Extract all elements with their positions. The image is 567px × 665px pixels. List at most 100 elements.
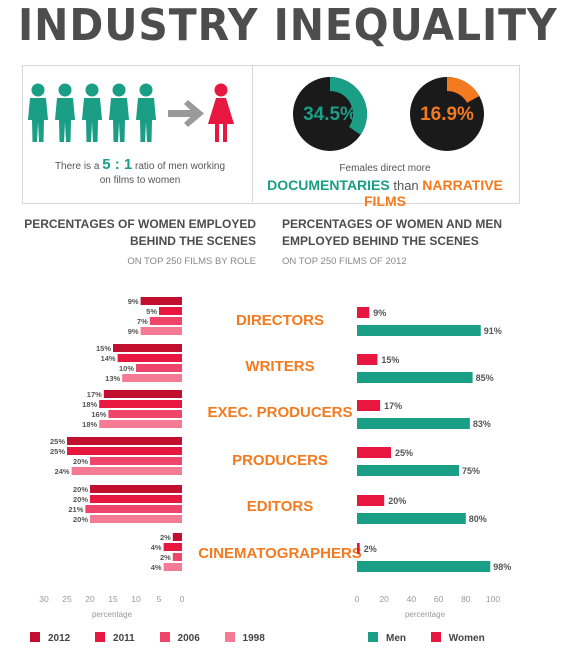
- left-subheader: ON TOP 250 FILMS BY ROLE: [127, 256, 256, 267]
- bar-2012: [113, 344, 182, 352]
- legend-swatch-women: [430, 632, 441, 642]
- x-tick-label: 20: [379, 594, 389, 604]
- bar-2006: [108, 410, 182, 418]
- bar-label: 15%: [96, 344, 111, 353]
- bar-label: 85%: [476, 373, 494, 383]
- bar-label: 9%: [128, 297, 139, 306]
- role-label: PRODUCERS: [232, 452, 328, 469]
- bar-label: 20%: [73, 515, 88, 524]
- bar-2012: [103, 390, 182, 398]
- man-icon: [109, 83, 129, 142]
- legend-swatch-1998: [224, 632, 235, 642]
- bar-women: [357, 354, 378, 365]
- bar-1998: [71, 467, 182, 475]
- x-tick-label: 0: [355, 594, 360, 604]
- x-tick-label: 80: [461, 594, 471, 604]
- bar-men: [357, 465, 459, 476]
- bar-men: [357, 325, 481, 336]
- bar-2006: [136, 364, 182, 372]
- x-tick-label: 15: [108, 594, 118, 604]
- bar-label: 18%: [82, 420, 97, 429]
- ratio-men-number: 5: [102, 156, 111, 173]
- left-header: PERCENTAGES OF WOMEN EMPLOYED BEHIND THE…: [24, 217, 256, 248]
- bar-men: [357, 372, 473, 383]
- legend-swatch-2012: [30, 632, 40, 642]
- bar-label: 2%: [160, 533, 171, 542]
- legend-label-2006: 2006: [177, 633, 200, 644]
- x-tick-label: 20: [85, 594, 95, 604]
- legend-label-1998: 1998: [242, 633, 265, 644]
- role-label: EXEC. PRODUCERS: [207, 404, 353, 421]
- page-title: INDUSTRY INEQUALITY: [18, 0, 558, 51]
- bar-women: [357, 447, 391, 458]
- bar-label: 4%: [151, 543, 162, 552]
- right-legend: Men Women: [368, 632, 507, 644]
- role-label: DIRECTORS: [235, 312, 325, 329]
- bar-2011: [163, 543, 182, 551]
- bar-2012: [172, 533, 182, 541]
- x-tick-label: 10: [131, 594, 141, 604]
- bar-label: 7%: [137, 317, 148, 326]
- bar-label: 9%: [128, 327, 139, 336]
- bar-1998: [140, 327, 182, 335]
- x-tick-label: 5: [157, 594, 162, 604]
- men-icons: [28, 83, 156, 142]
- bar-women: [357, 543, 360, 554]
- bar-label: 16%: [91, 410, 106, 419]
- summary-divider: [252, 65, 253, 202]
- bar-2011: [99, 400, 182, 408]
- bar-label: 9%: [373, 308, 386, 318]
- donut-charts: [293, 77, 484, 151]
- bar-2011: [90, 495, 182, 503]
- females-text: Females direct more: [339, 163, 431, 174]
- ratio-text: There is a 5 : 1 ratio of men working on…: [54, 156, 226, 186]
- bar-label: 2%: [160, 553, 171, 562]
- bar-label: 98%: [493, 562, 511, 572]
- bar-1998: [90, 515, 182, 523]
- legend-label-2011: 2011: [113, 633, 135, 644]
- bar-label: 18%: [82, 400, 97, 409]
- bar-label: 5%: [146, 307, 157, 316]
- man-icon: [55, 83, 75, 142]
- bar-label: 21%: [68, 505, 83, 514]
- legend-swatch-2006: [159, 632, 170, 642]
- bar-label: 15%: [381, 355, 399, 365]
- legend-label-women: Women: [448, 633, 485, 644]
- role-label: EDITORS: [246, 498, 314, 515]
- x-tick-label: 0: [180, 594, 185, 604]
- bar-1998: [99, 420, 182, 428]
- donut-arc-1: [446, 77, 480, 104]
- bar-2006: [149, 317, 182, 325]
- bar-label: 10%: [119, 364, 134, 373]
- bar-label: 91%: [484, 326, 502, 336]
- bar-1998: [122, 374, 182, 382]
- bar-label: 14%: [101, 354, 116, 363]
- donut-arc-0: [329, 77, 367, 135]
- bar-label: 24%: [55, 467, 70, 476]
- bar-label: 75%: [462, 466, 480, 476]
- bar-2006: [90, 457, 182, 465]
- right-header: PERCENTAGES OF WOMEN AND MEN EMPLOYED BE…: [282, 217, 503, 248]
- bar-label: 25%: [50, 437, 65, 446]
- role-label: WRITERS: [245, 358, 315, 375]
- bar-women: [357, 400, 381, 411]
- legend-label-2012: 2012: [48, 633, 71, 644]
- x-tick-label: 100: [486, 594, 500, 604]
- bar-label: 20%: [73, 485, 88, 494]
- x-axis-label: percentage: [405, 610, 446, 619]
- bar-label: 17%: [384, 401, 402, 411]
- bar-2012: [140, 297, 182, 305]
- bar-1998: [163, 563, 182, 571]
- man-icon: [136, 83, 156, 142]
- x-tick-label: 40: [407, 594, 417, 604]
- right-subheader: ON TOP 250 FILMS OF 2012: [282, 256, 407, 267]
- bar-label: 4%: [151, 563, 162, 572]
- bar-label: 25%: [395, 448, 413, 458]
- left-legend: 2012 2011 2006 1998: [30, 632, 287, 644]
- bar-women: [357, 307, 370, 318]
- x-tick-label: 60: [434, 594, 444, 604]
- bar-label: 17%: [87, 390, 102, 399]
- bar-men: [357, 513, 466, 524]
- woman-icon: [208, 83, 234, 142]
- donut-narrative-label: 16.9%: [420, 104, 474, 125]
